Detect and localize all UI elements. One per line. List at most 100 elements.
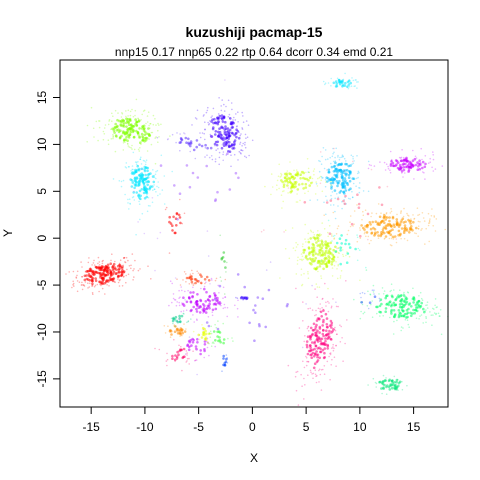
scatter-point bbox=[295, 288, 297, 290]
scatter-point bbox=[435, 230, 437, 232]
scatter-point bbox=[179, 332, 182, 335]
scatter-point bbox=[235, 119, 237, 121]
scatter-point bbox=[390, 164, 393, 167]
scatter-point bbox=[224, 121, 227, 124]
scatter-point bbox=[73, 283, 75, 285]
scatter-point bbox=[121, 266, 124, 269]
scatter-point bbox=[114, 261, 116, 263]
scatter-point bbox=[244, 144, 246, 146]
scatter-point bbox=[93, 128, 95, 130]
scatter-point bbox=[145, 161, 147, 163]
scatter-point bbox=[348, 230, 350, 232]
scatter-point bbox=[237, 273, 240, 276]
scatter-point bbox=[312, 232, 314, 234]
scatter-point bbox=[407, 291, 409, 293]
scatter-point bbox=[356, 234, 358, 236]
scatter-point bbox=[114, 123, 117, 126]
scatter-point bbox=[216, 121, 219, 124]
scatter-point bbox=[138, 149, 140, 151]
scatter-point bbox=[324, 240, 327, 243]
y-tick-label: 5 bbox=[35, 188, 49, 195]
scatter-point bbox=[171, 171, 173, 173]
scatter-point bbox=[379, 305, 382, 308]
scatter-point bbox=[221, 99, 223, 101]
scatter-point bbox=[400, 221, 403, 224]
scatter-point bbox=[400, 294, 403, 297]
scatter-point bbox=[313, 260, 316, 263]
scatter-point bbox=[224, 110, 226, 112]
scatter-point bbox=[139, 150, 141, 152]
scatter-point bbox=[408, 215, 410, 217]
scatter-point bbox=[199, 353, 202, 356]
scatter-point bbox=[182, 279, 184, 281]
scatter-point bbox=[406, 213, 408, 215]
scatter-point bbox=[407, 312, 410, 315]
scatter-point bbox=[305, 172, 307, 174]
scatter-point bbox=[334, 198, 336, 200]
scatter-point bbox=[363, 190, 365, 192]
scatter-point bbox=[224, 307, 226, 309]
scatter-point bbox=[346, 319, 348, 321]
scatter-point bbox=[180, 311, 182, 313]
scatter-point bbox=[95, 280, 98, 283]
scatter-point bbox=[184, 271, 186, 273]
scatter-point bbox=[139, 177, 142, 180]
scatter-point bbox=[312, 309, 314, 311]
scatter-point bbox=[205, 300, 208, 303]
y-tick-label: 15 bbox=[35, 91, 49, 105]
scatter-point bbox=[368, 236, 370, 238]
scatter-point bbox=[123, 139, 126, 142]
scatter-point bbox=[229, 188, 232, 191]
scatter-point bbox=[208, 279, 211, 282]
scatter-point bbox=[299, 259, 301, 261]
scatter-point bbox=[327, 336, 330, 339]
scatter-point bbox=[412, 221, 415, 224]
scatter-point bbox=[379, 300, 381, 302]
scatter-point bbox=[336, 306, 338, 308]
scatter-point bbox=[147, 121, 149, 123]
scatter-point bbox=[418, 295, 420, 297]
scatter-point bbox=[175, 142, 177, 144]
scatter-point bbox=[304, 193, 306, 195]
scatter-point bbox=[333, 148, 335, 150]
scatter-point bbox=[240, 153, 242, 155]
scatter-point bbox=[301, 274, 303, 276]
scatter-point bbox=[120, 259, 122, 261]
scatter-point bbox=[179, 192, 182, 195]
scatter-point bbox=[127, 128, 130, 131]
x-tick-label: 0 bbox=[249, 420, 256, 434]
scatter-point bbox=[300, 374, 302, 376]
scatter-point bbox=[195, 278, 198, 281]
scatter-point bbox=[398, 230, 401, 233]
scatter-point bbox=[319, 351, 322, 354]
scatter-point bbox=[98, 257, 100, 259]
scatter-point bbox=[347, 81, 350, 84]
scatter-point bbox=[199, 132, 201, 134]
scatter-point bbox=[405, 319, 407, 321]
scatter-point bbox=[315, 241, 318, 244]
scatter-point bbox=[219, 136, 222, 139]
scatter-point bbox=[403, 208, 405, 210]
scatter-point bbox=[72, 281, 74, 283]
scatter-point bbox=[345, 239, 348, 242]
scatter-point bbox=[225, 134, 228, 137]
scatter-point bbox=[396, 218, 399, 221]
scatter-point bbox=[196, 359, 198, 361]
scatter-point bbox=[221, 370, 223, 372]
scatter-point bbox=[313, 323, 316, 326]
scatter-point bbox=[344, 343, 346, 345]
scatter-point bbox=[136, 165, 139, 168]
scatter-point bbox=[193, 149, 196, 152]
scatter-point bbox=[406, 316, 409, 319]
scatter-point bbox=[164, 175, 166, 177]
scatter-point bbox=[285, 230, 287, 232]
scatter-point bbox=[402, 389, 404, 391]
scatter-point bbox=[359, 235, 362, 238]
scatter-point bbox=[270, 261, 272, 263]
scatter-point bbox=[360, 224, 363, 227]
scatter-point bbox=[343, 191, 346, 194]
scatter-point bbox=[216, 117, 219, 120]
scatter-point bbox=[167, 138, 169, 140]
scatter-point bbox=[195, 348, 198, 351]
scatter-point bbox=[218, 292, 220, 294]
